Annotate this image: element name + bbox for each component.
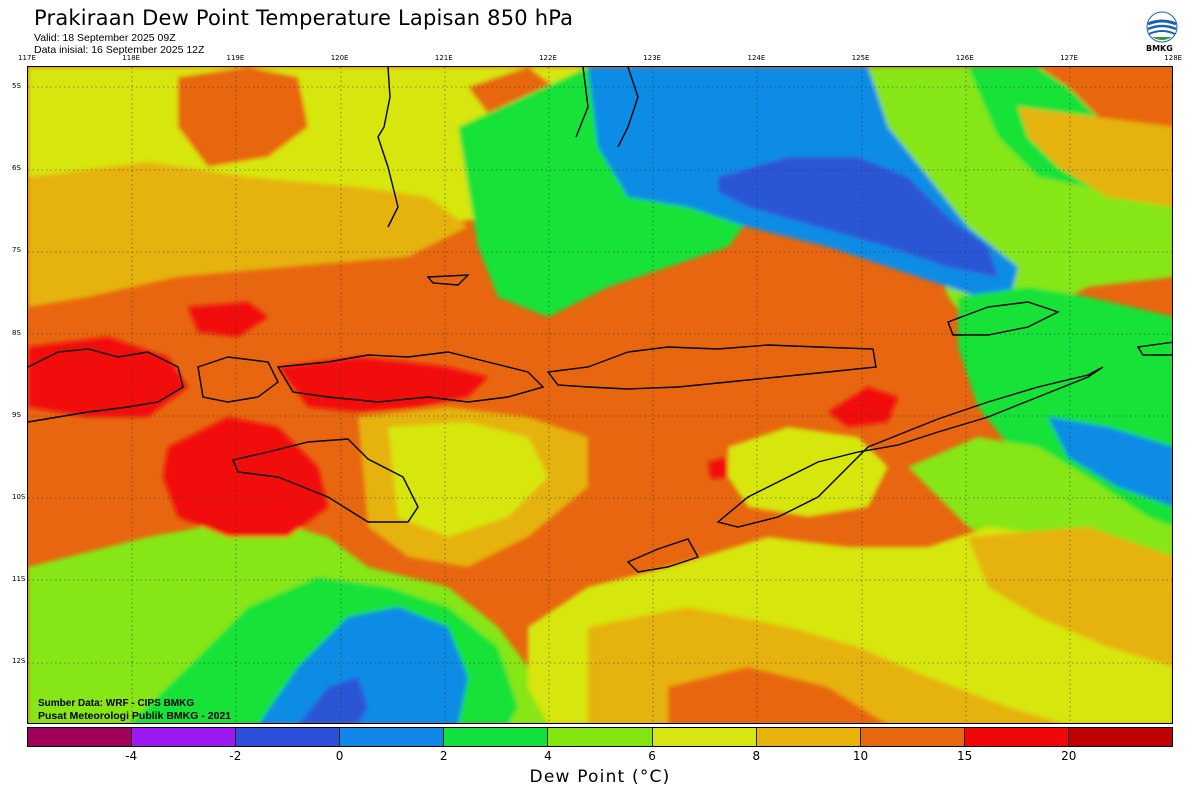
map-title: Prakiraan Dew Point Temperature Lapisan …: [34, 6, 574, 30]
colorbar-tick: -4: [125, 749, 138, 763]
lon-label: 119E: [226, 54, 245, 62]
lon-label: 122E: [539, 54, 557, 62]
lon-label: 125E: [851, 54, 870, 62]
coast-sumbawa-east: [276, 351, 545, 403]
colorbar-swatch: [236, 728, 341, 746]
coast-lombok-bali: [28, 348, 184, 423]
field-east-blue: [1048, 417, 1172, 507]
lon-label: 126E: [955, 54, 974, 62]
colorbar-tick: 8: [752, 749, 761, 763]
valid-time: Valid: 18 September 2025 09Z: [34, 32, 176, 44]
field-red-west: [28, 337, 188, 417]
field-central-yellow: [388, 422, 548, 537]
coast-kalao: [426, 274, 470, 286]
colorbar-label: Dew Point (°C): [529, 767, 671, 787]
lat-lon-grid: [28, 67, 1172, 723]
colorbar-swatch: [444, 728, 549, 746]
coast-sulawesi-se: [617, 67, 639, 148]
coast-sumba: [232, 438, 419, 523]
field-darkblue-north: [718, 157, 998, 277]
colorbar-swatch: [756, 728, 861, 746]
lat-label: 8S: [12, 328, 21, 337]
field-red-nw: [188, 302, 268, 337]
field-se-gold: [968, 527, 1172, 667]
lat-label: 9S: [12, 410, 21, 419]
lat-label: 7S: [12, 246, 21, 255]
colorbar-swatch: [132, 728, 237, 746]
field-south-orange: [668, 667, 885, 723]
lon-label: 124E: [747, 54, 766, 62]
colorbar-swatch: [28, 728, 133, 746]
coast-ne-island: [1136, 341, 1172, 356]
field-lightgreen-north: [828, 67, 1172, 347]
logo-text: BMKG: [1146, 44, 1173, 53]
dew-point-map: [27, 66, 1173, 724]
colorbar-swatch: [548, 728, 653, 746]
field-timor-yellow: [728, 427, 888, 517]
colorbar-tick: 20: [1061, 749, 1077, 763]
publisher: Pusat Meteorologi Publik BMKG - 2021: [38, 710, 232, 722]
colorbar: [27, 727, 1173, 747]
field-nw-orange: [178, 67, 308, 167]
coast-timor: [716, 366, 1104, 528]
initial-time: Data inisial: 16 September 2025 12Z: [34, 44, 205, 56]
coast-buton: [575, 67, 589, 138]
colorbar-tick: 10: [852, 749, 869, 763]
lon-label: 120E: [330, 54, 349, 62]
lon-label: 118E: [122, 54, 141, 62]
field-ne-gold: [1018, 107, 1172, 207]
coast-sulawesi-south: [377, 67, 399, 228]
colorbar-swatch: [1068, 728, 1173, 746]
colorbar-swatch: [340, 728, 445, 746]
coast-wetar: [947, 301, 1060, 336]
colorbar-tick: 6: [648, 749, 656, 763]
colorbar-tick: -2: [229, 749, 242, 763]
colorbar-swatch: [652, 728, 757, 746]
map-canvas: [28, 67, 1172, 723]
lon-label: 127E: [1060, 54, 1078, 62]
lat-label: 12S: [12, 657, 26, 666]
colorbar-swatch: [964, 728, 1069, 746]
lat-label: 11S: [12, 575, 26, 584]
colorbar-tick: 2: [439, 749, 448, 763]
coastlines: [28, 67, 1172, 573]
colorbar-swatch: [860, 728, 965, 746]
lon-label: 117E: [18, 54, 36, 62]
field-red-small: [708, 457, 728, 479]
colorbar-tick: 15: [956, 749, 973, 763]
coast-rote-sawu: [626, 538, 700, 573]
colorbar-tick: 0: [335, 749, 344, 763]
lon-label: 121E: [434, 54, 453, 62]
lon-label: 123E: [643, 54, 662, 62]
field-red-timor: [828, 387, 898, 427]
field-south-darkblue: [299, 677, 368, 723]
lat-label: 6S: [12, 164, 21, 173]
bmkg-logo-icon: [1146, 11, 1178, 43]
lon-label: 128E: [1164, 54, 1183, 62]
field-south-blue: [259, 607, 468, 723]
lat-label: 10S: [12, 493, 26, 501]
field-north-gold: [28, 162, 468, 307]
lat-label: 5S: [12, 82, 21, 90]
coast-sumbawa: [197, 356, 279, 403]
data-source: Sumber Data: WRF - CIPS BMKG: [38, 698, 195, 709]
colorbar-tick: 4: [544, 749, 552, 763]
coast-flores: [546, 344, 877, 390]
